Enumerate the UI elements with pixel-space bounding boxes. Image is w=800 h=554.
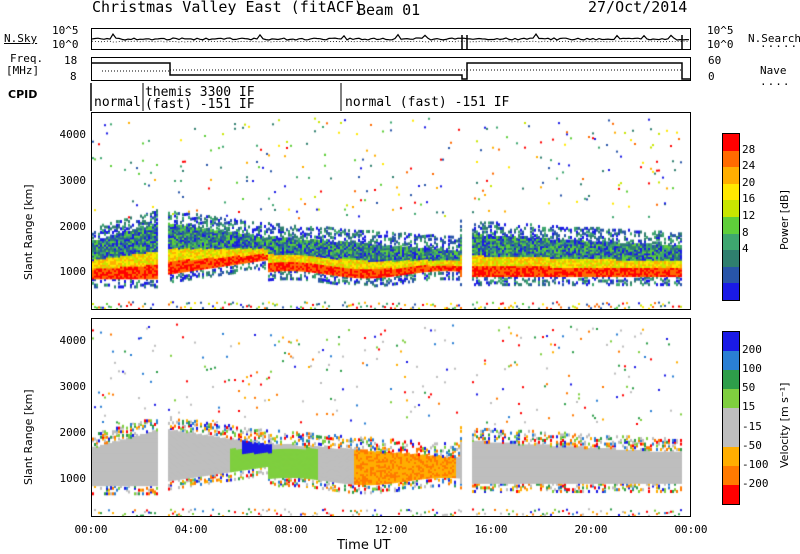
freq-label-2: [MHz] — [6, 64, 40, 77]
power-colorbar-tick-4: 12 — [742, 209, 756, 222]
noise-left-top-tick: 10^5 — [52, 24, 79, 37]
velocity-colorbar-swatch — [723, 427, 739, 447]
power-colorbar-swatch — [723, 134, 739, 151]
velocity-colorbar-swatch — [723, 351, 739, 371]
power-ytick-2000: 2000 — [59, 219, 87, 233]
x-tick-4: 16:00 — [474, 523, 508, 536]
velocity-ytick-3000: 3000 — [59, 380, 87, 394]
power-colorbar-swatch — [723, 266, 739, 284]
x-tick-3: 12:00 — [374, 523, 408, 536]
cpid-fast: (fast) -151 IF — [145, 97, 255, 112]
power-colorbar-label: Power [dB] — [778, 190, 791, 250]
nave-top-tick: 60 — [708, 54, 722, 67]
velocity-ylabel: Slant Range [km] — [22, 389, 35, 485]
nave-bottom-tick: 0 — [708, 70, 715, 83]
power-colorbar-tick-0: 28 — [742, 142, 756, 156]
beam-label: Beam 01 — [357, 1, 421, 19]
velocity-plot — [91, 318, 691, 517]
x-tick-6: 00:00 — [674, 523, 708, 536]
power-colorbar-tick-6: 4 — [742, 242, 749, 256]
x-tick-0: 00:00 — [74, 523, 108, 536]
power-colorbar-swatch — [723, 167, 739, 184]
noise-left-bottom-tick: 10^0 — [52, 38, 79, 51]
power-plot — [91, 112, 691, 310]
power-ytick-3000: 3000 — [59, 173, 87, 187]
x-tick-2: 08:00 — [274, 523, 308, 536]
cpid-label: CPID — [8, 88, 38, 101]
power-colorbar-swatch — [723, 283, 739, 300]
power-colorbar-swatch — [723, 150, 739, 168]
power-colorbar — [722, 133, 740, 301]
power-colorbar-tick-5: 8 — [742, 225, 749, 239]
velocity-colorbar-swatch — [723, 446, 739, 466]
noise-panel — [91, 28, 691, 50]
velocity-colorbar-tick-6: -100 — [742, 457, 769, 471]
velocity-colorbar-tick-7: -200 — [742, 476, 769, 490]
velocity-colorbar — [722, 331, 740, 505]
velocity-colorbar-swatch — [723, 332, 739, 352]
velocity-colorbar-swatch — [723, 389, 739, 409]
x-tick-1: 04:00 — [174, 523, 208, 536]
cpid-normal: normal — [94, 95, 141, 110]
velocity-colorbar-tick-2: 50 — [742, 381, 756, 395]
power-colorbar-swatch — [723, 233, 739, 251]
velocity-colorbar-tick-5: -50 — [742, 438, 762, 452]
power-ytick-4000: 4000 — [59, 127, 87, 141]
freq-panel — [91, 57, 691, 81]
noise-right-top-tick: 10^5 — [707, 24, 734, 37]
x-tick-5: 20:00 — [574, 523, 608, 536]
power-heatmap — [92, 113, 690, 309]
noise-trace — [92, 32, 690, 49]
power-colorbar-swatch — [723, 183, 739, 201]
power-colorbar-swatch — [723, 216, 739, 234]
cpid-normal-fast: normal (fast) -151 IF — [345, 95, 510, 110]
noise-search-label: N.Search — [748, 32, 800, 45]
freq-left-bottom-tick: 8 — [70, 70, 77, 83]
velocity-colorbar-tick-0: 200 — [742, 343, 762, 357]
nave-legend: ···· — [760, 78, 791, 91]
velocity-ytick-2000: 2000 — [59, 426, 87, 440]
freq-label-1: Freq. — [10, 52, 44, 65]
velocity-colorbar-swatch — [723, 408, 739, 428]
cpid-bar — [90, 83, 342, 111]
power-ytick-1000: 1000 — [59, 265, 87, 279]
power-colorbar-tick-3: 16 — [742, 192, 756, 206]
velocity-colorbar-tick-1: 100 — [742, 362, 762, 376]
date-label: 27/Oct/2014 — [588, 0, 688, 16]
velocity-colorbar-tick-4: -15 — [742, 419, 762, 433]
noise-right-bottom-tick: 10^0 — [707, 38, 734, 51]
noise-sky-label: N.Sky — [4, 32, 38, 45]
velocity-colorbar-label: Velocity [m s⁻¹] — [778, 382, 791, 468]
radar-title: Christmas Valley East (fitACF) — [92, 0, 363, 16]
power-ylabel: Slant Range [km] — [22, 184, 35, 280]
power-colorbar-tick-2: 20 — [742, 175, 756, 189]
velocity-colorbar-swatch — [723, 484, 739, 504]
velocity-heatmap — [92, 319, 690, 516]
power-colorbar-swatch — [723, 250, 739, 267]
velocity-ytick-1000: 1000 — [59, 472, 87, 486]
power-colorbar-swatch — [723, 200, 739, 217]
velocity-colorbar-swatch — [723, 370, 739, 390]
velocity-ytick-4000: 4000 — [59, 334, 87, 348]
velocity-colorbar-swatch — [723, 465, 739, 485]
freq-trace — [92, 62, 690, 80]
noise-search-legend: ······· — [760, 40, 800, 53]
nave-label: Nave — [760, 64, 787, 77]
velocity-colorbar-tick-3: 15 — [742, 400, 756, 414]
power-colorbar-tick-1: 24 — [742, 159, 756, 173]
x-axis-label: Time UT — [337, 538, 391, 553]
cpid-themis: themis 3300 IF — [145, 85, 255, 100]
freq-left-top-tick: 18 — [64, 54, 78, 67]
